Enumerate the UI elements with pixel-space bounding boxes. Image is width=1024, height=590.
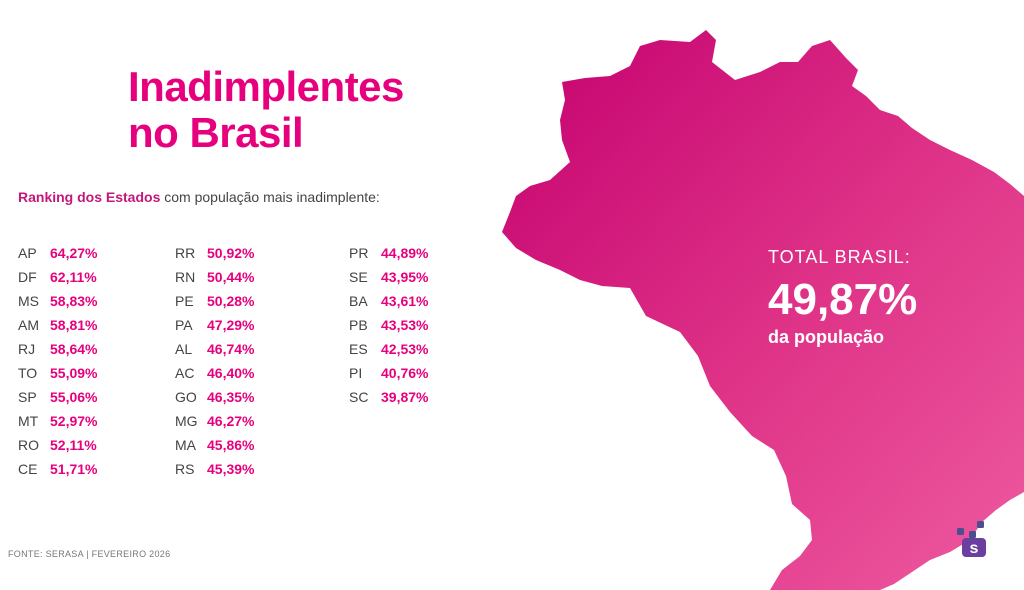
state-code: MG [175, 413, 198, 429]
ranking-row: MA 45,86% [175, 435, 254, 459]
state-code: SP [18, 389, 37, 405]
state-value: 62,11% [50, 269, 97, 285]
state-value: 46,40% [207, 365, 255, 381]
ranking-row: SE 43,95% [349, 267, 428, 291]
state-code: PR [349, 245, 369, 261]
state-value: 45,86% [207, 437, 255, 453]
ranking-column-2: RR 50,92% RN 50,44% PE 50,28% PA 47,29% AL 46… [175, 243, 254, 483]
ranking-row: MT 52,97% [18, 411, 97, 435]
title-line-2: no Brasil [128, 109, 304, 156]
ranking-row: PR 44,89% [349, 243, 428, 267]
ranking-row: BA 43,61% [349, 291, 428, 315]
state-value: 44,89% [381, 245, 429, 261]
ranking-row: RR 50,92% [175, 243, 254, 267]
ranking-row: AC 46,40% [175, 363, 254, 387]
ranking-row: DF 62,11% [18, 267, 97, 291]
date-vertical-label: FEVEREIRO 2026 [985, 58, 992, 144]
state-value: 43,61% [381, 293, 429, 309]
total-subtitle: da população [768, 327, 885, 347]
ranking-column-3: PR 44,89% SE 43,95% BA 43,61% PB 43,53% ES 42… [349, 243, 428, 411]
state-code: GO [175, 389, 197, 405]
state-code: PA [175, 317, 193, 333]
state-code: PI [349, 365, 363, 381]
state-value: 52,97% [50, 413, 98, 429]
ranking-row: TO 55,09% [18, 363, 97, 387]
state-value: 58,83% [50, 293, 98, 309]
state-code: RJ [18, 341, 36, 357]
state-code: PB [349, 317, 368, 333]
state-value: 42,53% [381, 341, 429, 357]
state-code: RS [175, 461, 195, 477]
state-value: 40,76% [381, 365, 429, 381]
ranking-row: RO 52,11% [18, 435, 97, 459]
state-value: 43,53% [381, 317, 429, 333]
state-value: 52,11% [50, 437, 97, 453]
ranking-row: CE 51,71% [18, 459, 97, 483]
state-value: 55,09% [50, 365, 98, 381]
state-value: 43,95% [381, 269, 429, 285]
state-value: 58,64% [50, 341, 98, 357]
state-code: AC [175, 365, 195, 381]
state-value: 50,92% [207, 245, 255, 261]
total-value: 49,87% [768, 275, 918, 324]
state-code: MS [18, 293, 39, 309]
ranking-row: AP 64,27% [18, 243, 97, 267]
state-value: 64,27% [50, 245, 98, 261]
state-value: 50,28% [207, 293, 255, 309]
source-note: FONTE: SERASA | FEVEREIRO 2026 [8, 549, 171, 559]
ranking-row: AM 58,81% [18, 315, 97, 339]
state-code: DF [18, 269, 37, 285]
state-code: RN [175, 269, 196, 285]
state-code: CE [18, 461, 38, 477]
state-code: PE [175, 293, 194, 309]
state-value: 50,44% [207, 269, 255, 285]
ranking-row: PE 50,28% [175, 291, 254, 315]
ranking-row: PB 43,53% [349, 315, 428, 339]
ranking-row: MG 46,27% [175, 411, 254, 435]
state-value: 39,87% [381, 389, 429, 405]
state-code: AL [175, 341, 193, 357]
ranking-subtitle: Ranking dos Estados com população mais i… [18, 189, 380, 205]
ranking-row: SP 55,06% [18, 387, 97, 411]
ranking-row: ES 42,53% [349, 339, 428, 363]
state-code: BA [349, 293, 368, 309]
ranking-row: AL 46,74% [175, 339, 254, 363]
state-code: SE [349, 269, 368, 285]
state-code: RO [18, 437, 39, 453]
state-value: 46,27% [207, 413, 255, 429]
state-code: AM [18, 317, 39, 333]
state-value: 58,81% [50, 317, 98, 333]
state-value: 46,35% [207, 389, 255, 405]
ranking-row: RS 45,39% [175, 459, 254, 483]
ranking-row: PA 47,29% [175, 315, 254, 339]
total-brasil-block: TOTAL BRASIL: 49,87% da população [768, 246, 917, 348]
state-code: AP [18, 245, 37, 261]
page-title: Inadimplentes no Brasil [128, 64, 404, 156]
state-code: MA [175, 437, 196, 453]
subtitle-rest: com população mais inadimplente: [160, 189, 380, 205]
state-value: 51,71% [50, 461, 98, 477]
state-value: 47,29% [207, 317, 255, 333]
state-code: TO [18, 365, 38, 381]
state-code: MT [18, 413, 39, 429]
serasa-logo: s [957, 521, 986, 557]
ranking-row: SC 39,87% [349, 387, 428, 411]
ranking-row: GO 46,35% [175, 387, 254, 411]
state-code: ES [349, 341, 368, 357]
title-line-1: Inadimplentes [128, 63, 404, 110]
ranking-row: RN 50,44% [175, 267, 254, 291]
state-value: 55,06% [50, 389, 98, 405]
total-label: TOTAL BRASIL: [768, 247, 911, 267]
state-code: RR [175, 245, 196, 261]
svg-text:s: s [970, 540, 979, 557]
ranking-row: PI 40,76% [349, 363, 428, 387]
ranking-row: MS 58,83% [18, 291, 97, 315]
subtitle-bold: Ranking dos Estados [18, 189, 161, 205]
ranking-row: RJ 58,64% [18, 339, 97, 363]
state-value: 45,39% [207, 461, 255, 477]
state-code: SC [349, 389, 369, 405]
ranking-column-1: AP 64,27% DF 62,11% MS 58,83% AM 58,81% RJ 58… [18, 243, 97, 483]
state-value: 46,74% [207, 341, 255, 357]
